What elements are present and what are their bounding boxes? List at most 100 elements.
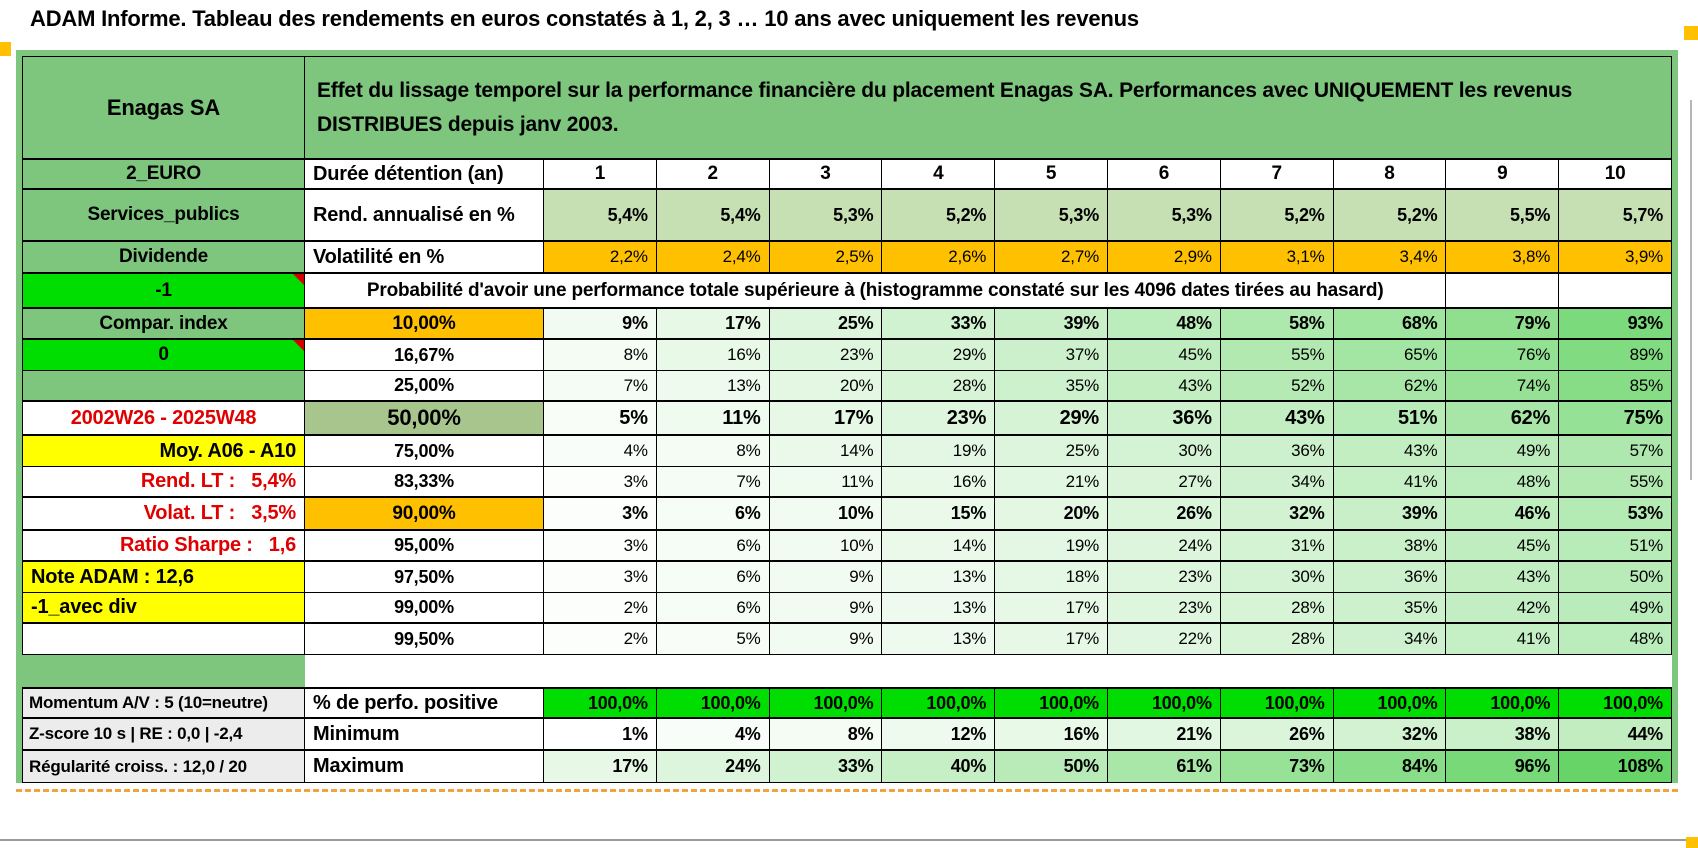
- data-cell[interactable]: 85%: [1559, 371, 1672, 400]
- data-cell[interactable]: 17%: [769, 402, 883, 434]
- row-label-cell[interactable]: 2_EURO: [22, 160, 305, 188]
- data-cell[interactable]: 4%: [544, 436, 657, 466]
- data-cell[interactable]: 13%: [656, 371, 770, 400]
- data-cell[interactable]: 6%: [656, 531, 770, 560]
- row-header-cell[interactable]: 83,33%: [305, 467, 544, 496]
- data-cell[interactable]: 9%: [769, 562, 883, 592]
- row-header-cell[interactable]: 75,00%: [305, 436, 544, 466]
- data-cell[interactable]: 14%: [769, 436, 883, 466]
- data-cell[interactable]: 4%: [656, 719, 770, 749]
- data-cell[interactable]: 6%: [656, 498, 770, 529]
- data-cell[interactable]: 21%: [995, 467, 1108, 496]
- row-label-cell[interactable]: -1: [22, 274, 305, 307]
- data-cell[interactable]: 48%: [1559, 624, 1672, 654]
- data-cell[interactable]: 14%: [882, 531, 996, 560]
- data-cell[interactable]: 26%: [1108, 498, 1221, 529]
- data-cell[interactable]: 8: [1334, 160, 1447, 188]
- data-cell[interactable]: 7%: [656, 467, 770, 496]
- data-cell[interactable]: 8%: [656, 436, 770, 466]
- data-cell[interactable]: 3,1%: [1220, 242, 1334, 272]
- data-cell[interactable]: 13%: [882, 624, 996, 654]
- row-label-cell[interactable]: Services_publics: [22, 190, 305, 240]
- data-cell[interactable]: 6%: [656, 593, 770, 622]
- data-cell[interactable]: 5,3%: [1108, 190, 1221, 240]
- stock-name-cell[interactable]: Enagas SA: [22, 57, 305, 158]
- data-cell[interactable]: 22%: [1108, 624, 1221, 654]
- data-cell[interactable]: 5,2%: [882, 190, 996, 240]
- data-cell[interactable]: 35%: [1333, 593, 1447, 622]
- data-cell[interactable]: 55%: [1220, 340, 1334, 370]
- data-cell[interactable]: 29%: [882, 340, 996, 370]
- row-label-cell[interactable]: -1_avec div: [22, 593, 305, 622]
- data-cell[interactable]: 39%: [1333, 498, 1447, 529]
- row-label-cell[interactable]: Note ADAM : 12,6: [22, 562, 305, 592]
- data-cell[interactable]: 79%: [1446, 309, 1560, 338]
- row-label-cell[interactable]: Régularité croiss. : 12,0 / 20: [22, 751, 305, 782]
- data-cell[interactable]: 5,5%: [1446, 190, 1560, 240]
- row-header-cell[interactable]: Durée détention (an): [305, 160, 544, 188]
- data-cell[interactable]: 9%: [769, 624, 883, 654]
- row-label-cell[interactable]: 0: [22, 340, 305, 370]
- data-cell[interactable]: 40%: [882, 751, 996, 782]
- data-cell[interactable]: 5,2%: [1220, 190, 1334, 240]
- data-cell[interactable]: 9: [1446, 160, 1560, 188]
- data-cell[interactable]: 23%: [1108, 593, 1221, 622]
- data-cell[interactable]: 3%: [544, 562, 657, 592]
- data-cell[interactable]: 28%: [1220, 624, 1334, 654]
- data-cell[interactable]: 1%: [544, 719, 657, 749]
- row-label-cell[interactable]: Rend. LT : 5,4%: [22, 467, 305, 496]
- data-cell[interactable]: 100,0%: [1333, 689, 1447, 717]
- data-cell[interactable]: 38%: [1333, 531, 1447, 560]
- data-cell[interactable]: 100,0%: [656, 689, 770, 717]
- data-cell[interactable]: 34%: [1333, 624, 1447, 654]
- data-cell[interactable]: 36%: [1220, 436, 1334, 466]
- data-cell[interactable]: 17%: [995, 593, 1108, 622]
- spanned-probability-header-cell[interactable]: Probabilité d'avoir une performance tota…: [305, 274, 1447, 307]
- data-cell[interactable]: 20%: [995, 498, 1108, 529]
- data-cell[interactable]: 5: [995, 160, 1108, 188]
- data-cell[interactable]: 2%: [544, 624, 657, 654]
- data-cell[interactable]: 7%: [544, 371, 657, 400]
- data-cell[interactable]: 28%: [1220, 593, 1334, 622]
- data-cell[interactable]: 53%: [1559, 498, 1672, 529]
- data-cell[interactable]: 3,4%: [1333, 242, 1447, 272]
- data-cell[interactable]: 29%: [995, 402, 1108, 434]
- row-header-cell[interactable]: 16,67%: [305, 340, 544, 370]
- row-header-cell[interactable]: Rend. annualisé en %: [305, 190, 544, 240]
- data-cell[interactable]: 96%: [1446, 751, 1560, 782]
- data-cell[interactable]: 36%: [1333, 562, 1447, 592]
- data-cell[interactable]: 9%: [769, 593, 883, 622]
- data-cell[interactable]: 16%: [882, 467, 996, 496]
- data-cell[interactable]: 5%: [656, 624, 770, 654]
- data-cell[interactable]: 8%: [544, 340, 657, 370]
- data-cell[interactable]: 34%: [1220, 467, 1334, 496]
- data-cell[interactable]: 43%: [1333, 436, 1447, 466]
- description-cell[interactable]: Effet du lissage temporel sur la perform…: [305, 57, 1672, 158]
- data-cell[interactable]: 32%: [1333, 719, 1447, 749]
- data-cell[interactable]: 45%: [1108, 340, 1221, 370]
- data-cell[interactable]: 16%: [656, 340, 770, 370]
- data-cell[interactable]: 52%: [1220, 371, 1334, 400]
- row-label-cell[interactable]: [22, 655, 305, 687]
- data-cell[interactable]: 55%: [1559, 467, 1672, 496]
- data-cell[interactable]: 31%: [1220, 531, 1334, 560]
- data-cell[interactable]: 7: [1221, 160, 1334, 188]
- row-header-cell[interactable]: 95,00%: [305, 531, 544, 560]
- data-cell[interactable]: 100,0%: [544, 689, 657, 717]
- row-label-cell[interactable]: 2002W26 - 2025W48: [22, 402, 305, 434]
- data-cell[interactable]: 100,0%: [1446, 689, 1560, 717]
- data-cell[interactable]: 2,7%: [995, 242, 1108, 272]
- data-cell[interactable]: 108%: [1559, 751, 1672, 782]
- data-cell[interactable]: 73%: [1220, 751, 1334, 782]
- data-cell[interactable]: 11%: [769, 467, 883, 496]
- data-cell[interactable]: 2%: [544, 593, 657, 622]
- row-header-cell[interactable]: 50,00%: [305, 402, 544, 434]
- row-label-cell[interactable]: [22, 371, 305, 400]
- data-cell[interactable]: 50%: [995, 751, 1108, 782]
- data-cell[interactable]: 38%: [1446, 719, 1560, 749]
- data-cell[interactable]: 11%: [656, 402, 770, 434]
- data-cell[interactable]: 75%: [1559, 402, 1672, 434]
- data-cell[interactable]: 61%: [1108, 751, 1221, 782]
- data-cell[interactable]: 18%: [995, 562, 1108, 592]
- data-cell[interactable]: 62%: [1333, 371, 1447, 400]
